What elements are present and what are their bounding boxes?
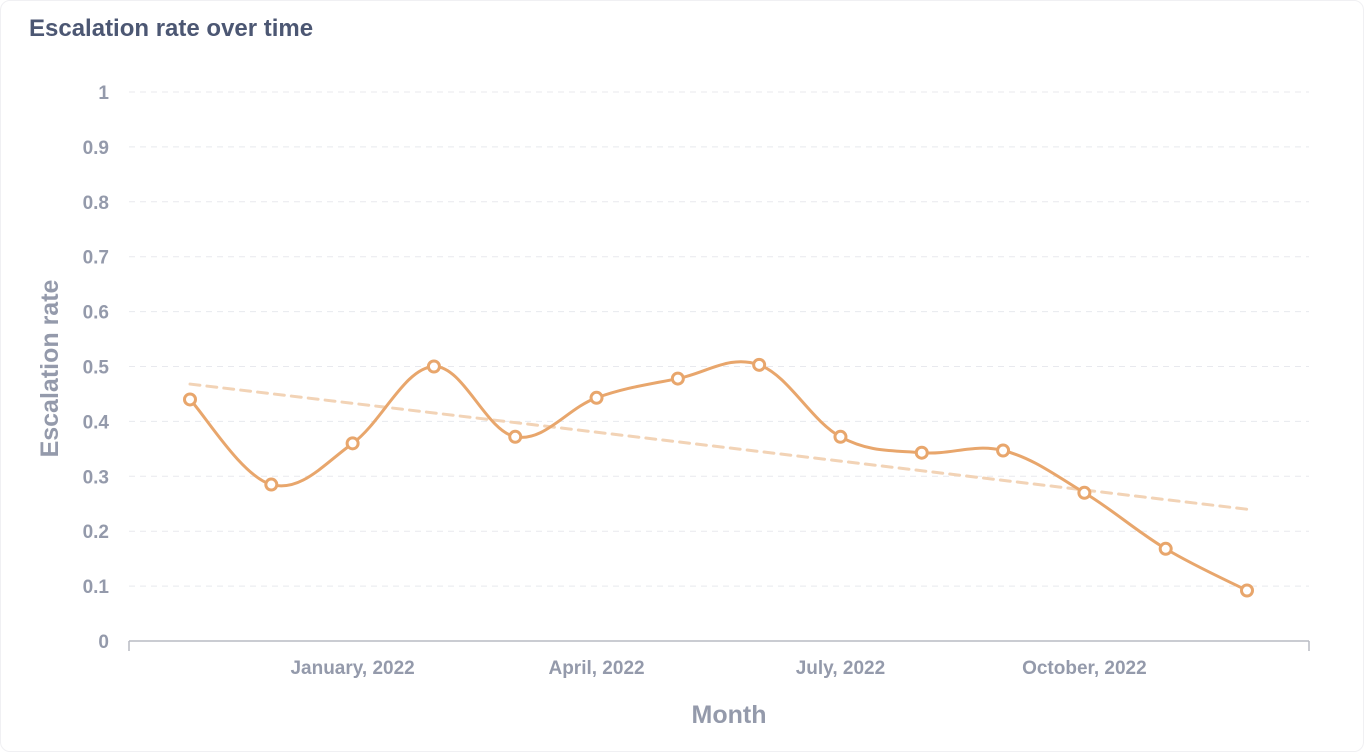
data-point [426,359,441,374]
data-point [670,371,685,386]
y-tick-label: 0.1 [83,577,110,598]
y-tick-label: 0.8 [83,193,109,214]
data-point [1240,583,1254,598]
data-point [914,445,929,460]
y-tick-label: 0.2 [83,522,109,543]
data-point [589,390,604,405]
x-tick-label: October, 2022 [1022,658,1147,679]
data-point [264,477,279,492]
data-point [752,357,767,372]
trend-line [188,382,1249,511]
x-axis-title: Month [692,701,767,729]
data-point [1077,485,1092,500]
y-axis-title: Escalation rate [36,279,64,457]
y-tick-label: 0.3 [83,467,109,488]
y-tick-label: 0.7 [83,248,109,269]
y-tick-label: 0 [98,632,109,653]
y-tick-label: 0.6 [83,303,109,324]
data-point [508,429,523,444]
data-point [833,429,848,444]
chart-title: Escalation rate over time [29,15,314,42]
x-tick-label: July, 2022 [796,658,885,679]
y-tick-label: 0.5 [83,358,110,379]
y-tick-label: 1 [98,83,109,104]
data-point [1158,541,1173,556]
x-tick-label: January, 2022 [290,658,414,679]
data-point [345,436,360,451]
data-point [183,392,197,407]
y-tick-label: 0.9 [83,138,109,159]
data-point [996,443,1011,458]
x-tick-label: April, 2022 [548,658,644,679]
y-tick-label: 0.4 [83,412,110,433]
